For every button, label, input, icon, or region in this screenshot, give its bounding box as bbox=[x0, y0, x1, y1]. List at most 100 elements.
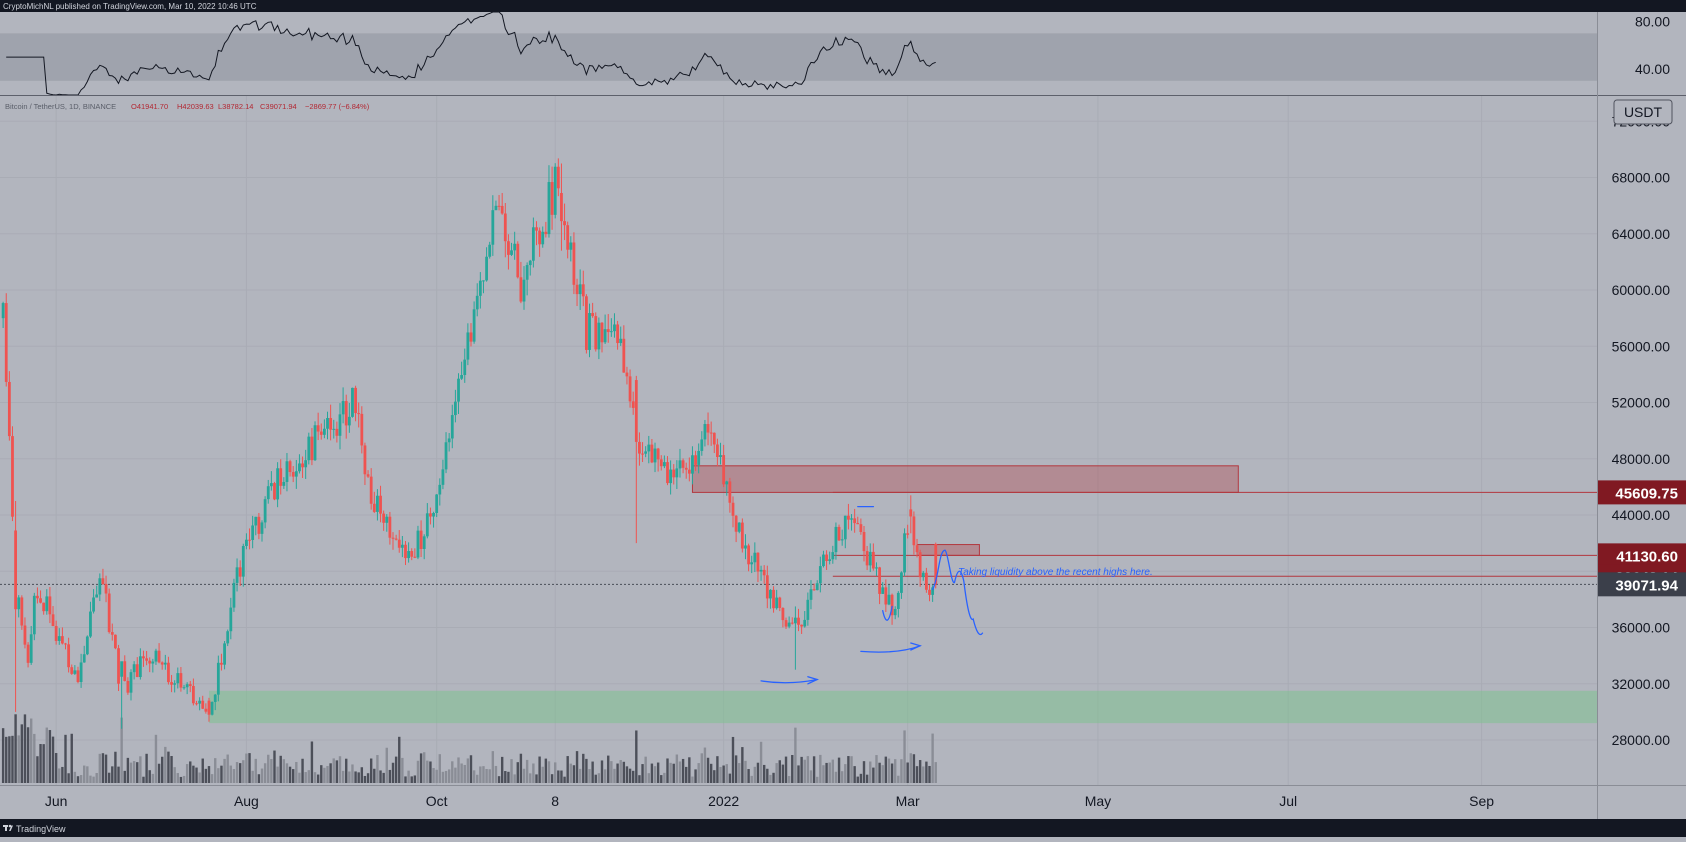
candle-2021-06-03 bbox=[60, 627, 64, 645]
volume-bar bbox=[354, 771, 357, 783]
candle-2022-02-17 bbox=[868, 543, 872, 572]
candle-2021-12-11 bbox=[656, 447, 660, 472]
candle-2021-08-20 bbox=[304, 449, 308, 479]
candle-2021-11-21 bbox=[594, 312, 598, 352]
volume-bar bbox=[700, 753, 704, 783]
candle-2021-08-19 bbox=[301, 456, 304, 478]
level-label-bg-3 bbox=[1598, 572, 1686, 597]
volume-bar bbox=[1, 728, 5, 783]
zones-layer bbox=[0, 465, 1597, 724]
rsi-pane[interactable]: 80.00 40.00 bbox=[0, 11, 1670, 96]
candle-2021-11-25 bbox=[606, 314, 610, 343]
annotation-text[interactable]: Taking liquidity above the recent highs … bbox=[958, 567, 1153, 578]
candle-2021-11-02 bbox=[535, 221, 538, 246]
candle-2021-05-17 bbox=[7, 371, 11, 441]
volume-bar bbox=[591, 761, 594, 783]
candle-2021-06-29 bbox=[142, 650, 145, 667]
volume-bar bbox=[235, 762, 239, 783]
volume-bar bbox=[154, 734, 158, 783]
volume-bar bbox=[42, 744, 45, 783]
volume-bar bbox=[242, 760, 245, 783]
candle-2021-08-03 bbox=[251, 515, 255, 549]
volume-bar bbox=[641, 764, 644, 783]
time-axis[interactable]: Jun Aug Oct 8 2022 Mar May Jul Sep bbox=[45, 793, 1494, 809]
candle-2022-01-17 bbox=[772, 586, 775, 613]
candle-2021-12-30 bbox=[716, 438, 719, 467]
drawings-layer[interactable] bbox=[760, 505, 984, 685]
volume-bar bbox=[744, 760, 747, 783]
candle-2022-01-04 bbox=[731, 496, 735, 528]
candle-2021-09-29 bbox=[429, 507, 432, 525]
candle-2021-12-20 bbox=[684, 462, 688, 479]
volume-bar bbox=[566, 756, 569, 783]
volume-bar bbox=[859, 773, 863, 783]
candle-2021-06-06 bbox=[70, 664, 74, 675]
candle-2021-11-08 bbox=[553, 163, 557, 219]
volume-bar bbox=[741, 747, 744, 783]
candle-2022-03-02 bbox=[909, 495, 913, 534]
volume-bar bbox=[675, 754, 679, 783]
candle-2021-11-04 bbox=[541, 226, 545, 248]
volume-bar bbox=[39, 744, 42, 783]
volume-bar bbox=[223, 758, 226, 783]
candle-2021-06-04 bbox=[64, 642, 67, 650]
candle-2021-06-16 bbox=[101, 568, 105, 585]
candle-2021-07-26 bbox=[226, 629, 230, 647]
drawing-arrow-2 bbox=[860, 645, 921, 653]
volume-bar bbox=[691, 776, 694, 783]
candle-2021-08-13 bbox=[282, 477, 286, 489]
candle-2021-07-28 bbox=[232, 578, 236, 612]
price-scale[interactable]: 28000.0032000.0036000.0040000.0044000.00… bbox=[1612, 113, 1671, 748]
candle-2022-01-30 bbox=[812, 583, 816, 591]
footer-bar bbox=[0, 819, 1686, 837]
candle-2021-05-23 bbox=[26, 642, 30, 668]
candle-2021-10-25 bbox=[510, 242, 513, 256]
volume-bar bbox=[123, 770, 126, 783]
volume-bar bbox=[148, 770, 151, 783]
volume-bar bbox=[398, 736, 401, 783]
volume-bar bbox=[912, 754, 916, 783]
candle-2021-08-02 bbox=[248, 528, 251, 550]
candle-2022-01-05 bbox=[734, 514, 738, 543]
volume-bar bbox=[844, 764, 847, 783]
candle-2021-12-12 bbox=[659, 455, 663, 471]
candle-2021-10-13 bbox=[472, 301, 476, 344]
candle-2021-10-23 bbox=[503, 203, 507, 258]
candle-2021-12-23 bbox=[694, 450, 697, 471]
volume-bar bbox=[36, 756, 39, 783]
candle-2021-06-07 bbox=[73, 665, 77, 675]
rsi-line bbox=[6, 11, 936, 96]
volume-bar bbox=[703, 747, 707, 783]
volume-bar bbox=[426, 760, 429, 783]
candle-2022-02-14 bbox=[859, 518, 863, 535]
volume-bar bbox=[114, 751, 117, 783]
volume-bar bbox=[522, 768, 526, 783]
volume-bar bbox=[575, 751, 579, 783]
volume-bar bbox=[257, 774, 261, 783]
volume-bar bbox=[513, 774, 516, 783]
candle-2021-09-14 bbox=[382, 510, 386, 531]
time-tick-6: May bbox=[1085, 793, 1111, 809]
volume-bar bbox=[404, 776, 407, 783]
candle-2021-12-16 bbox=[672, 464, 676, 485]
time-tick-4: 2022 bbox=[708, 793, 739, 809]
volume-bar bbox=[270, 759, 273, 783]
volume-bar bbox=[819, 754, 822, 783]
candle-2021-10-08 bbox=[457, 373, 460, 414]
candle-2021-06-11 bbox=[85, 635, 89, 656]
candle-2021-10-20 bbox=[494, 200, 498, 211]
candle-2021-09-16 bbox=[388, 511, 392, 545]
volume-bar bbox=[54, 753, 58, 783]
price-scale-border bbox=[1597, 12, 1598, 819]
candle-2021-11-16 bbox=[578, 269, 582, 310]
candle-2022-01-22 bbox=[787, 616, 791, 629]
volume-bar bbox=[83, 765, 86, 783]
candle-2021-12-31 bbox=[719, 442, 722, 465]
volume-bar bbox=[713, 770, 716, 783]
volume-bar bbox=[759, 741, 763, 783]
candles[interactable] bbox=[1, 158, 938, 729]
candle-2021-11-11 bbox=[563, 203, 566, 241]
candle-2021-05-21 bbox=[20, 595, 24, 630]
